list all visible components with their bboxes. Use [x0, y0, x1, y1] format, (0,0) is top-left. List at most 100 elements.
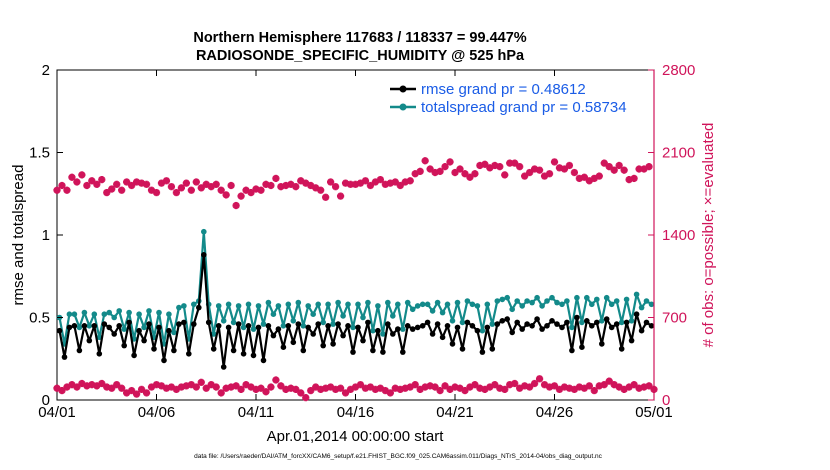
rmse-point — [76, 347, 83, 354]
obs-possible-point — [610, 166, 618, 174]
rmse-point — [608, 324, 615, 331]
rmse-point — [419, 323, 426, 329]
totalspread-point — [494, 298, 501, 304]
obs-evaluated-point — [202, 384, 210, 392]
rmse-point — [300, 347, 307, 354]
obs-possible-point — [620, 166, 628, 174]
obs-possible-point — [471, 170, 479, 178]
obs-possible-point — [212, 180, 220, 188]
totalspread-point — [141, 324, 147, 331]
rmse-series — [56, 252, 655, 370]
legend-rmse-marker — [399, 85, 407, 93]
obs-evaluated-point — [336, 384, 345, 392]
totalspread-point — [285, 301, 292, 308]
obs-possible-point — [391, 178, 399, 186]
totalspread-point — [191, 301, 197, 308]
totalspread-point — [464, 298, 471, 304]
y-tick-label: 1.5 — [29, 145, 50, 162]
obs-possible-point — [237, 192, 245, 200]
rmse-point — [255, 324, 262, 331]
rmse-point — [628, 337, 635, 344]
obs-evaluated-point — [262, 388, 270, 396]
rmse-point — [544, 323, 550, 329]
obs-evaluated-point — [471, 381, 479, 389]
rmse-point — [161, 357, 167, 364]
legend-box — [387, 78, 649, 116]
x-tick-label: 04/21 — [436, 404, 474, 421]
rmse-point — [623, 319, 630, 326]
rmse-point — [494, 321, 501, 327]
totalspread-point — [544, 298, 550, 304]
y2-tick-label: 0 — [662, 392, 670, 409]
x-tick-label: 04/01 — [38, 404, 76, 421]
rmse-point — [131, 352, 137, 359]
chart-title-line-1: Northern Hemisphere 117683 / 118337 = 99… — [193, 30, 526, 46]
totalspread-point — [594, 296, 600, 303]
totalspread-point — [628, 318, 635, 324]
rmse-point — [275, 326, 282, 332]
rmse-point — [86, 337, 93, 344]
obs-evaluated-point — [307, 386, 315, 395]
obs-possible-point — [332, 183, 340, 191]
legend-spread-label: totalspread grand pr = 0.58734 — [421, 99, 627, 116]
totalspread-point — [380, 331, 386, 337]
totalspread-point — [335, 299, 341, 306]
rmse-point — [310, 331, 317, 337]
rmse-point — [176, 321, 182, 327]
legend-spread-marker — [399, 103, 407, 111]
rmse-point — [101, 321, 108, 327]
rmse-point — [355, 324, 361, 331]
obs-possible-point — [227, 181, 235, 190]
rmse-point — [613, 321, 620, 327]
rmse-point — [390, 331, 396, 337]
y-tick-label: 2 — [42, 62, 50, 79]
obs-evaluated-point — [118, 384, 126, 392]
y2-tick-label: 2800 — [662, 62, 695, 79]
totalspread-point — [638, 304, 645, 311]
obs-possible-point — [177, 184, 185, 192]
rmse-point — [345, 323, 351, 329]
totalspread-point — [449, 318, 456, 324]
totalspread-point — [479, 327, 486, 334]
obs-possible-point — [267, 181, 275, 190]
obs-possible-point — [481, 160, 489, 168]
rmse-point — [409, 326, 416, 332]
obs-possible-point — [416, 167, 424, 175]
obs-possible-point — [376, 176, 384, 184]
totalspread-point — [514, 298, 520, 304]
rmse-point — [201, 252, 207, 258]
totalspread-point — [504, 294, 511, 301]
obs-possible-point — [83, 181, 91, 190]
y-tick-label: 0 — [42, 392, 50, 409]
rmse-point — [315, 321, 322, 327]
obs-evaluated-point — [491, 381, 499, 389]
obs-possible-point — [257, 186, 265, 194]
rmse-point — [599, 341, 605, 347]
rmse-point — [464, 319, 471, 326]
rmse-point — [146, 321, 152, 327]
rmse-point — [375, 327, 381, 334]
rmse-point — [395, 326, 401, 332]
obs-possible-point — [322, 193, 330, 201]
totalspread-point — [409, 306, 416, 313]
obs-evaluated-point — [585, 382, 593, 390]
totalspread-point — [400, 326, 406, 332]
obs-evaluated-point — [630, 381, 638, 389]
rmse-point — [524, 321, 530, 327]
obs-possible-point — [53, 186, 61, 194]
rmse-point — [240, 351, 247, 357]
rmse-point — [230, 347, 237, 354]
totalspread-point — [66, 311, 73, 318]
obs-possible-point — [426, 165, 434, 173]
totalspread-point — [454, 299, 461, 306]
totalspread-point — [599, 318, 605, 324]
rmse-point — [404, 323, 411, 329]
obs-possible-point — [570, 168, 578, 177]
rmse-point — [519, 326, 525, 332]
totalspread-point — [310, 311, 317, 318]
obs-possible-point — [461, 170, 469, 178]
totalspread-point — [116, 308, 122, 314]
obs-possible-point — [511, 159, 519, 167]
totalspread-point — [574, 294, 580, 301]
rmse-point — [474, 327, 481, 334]
